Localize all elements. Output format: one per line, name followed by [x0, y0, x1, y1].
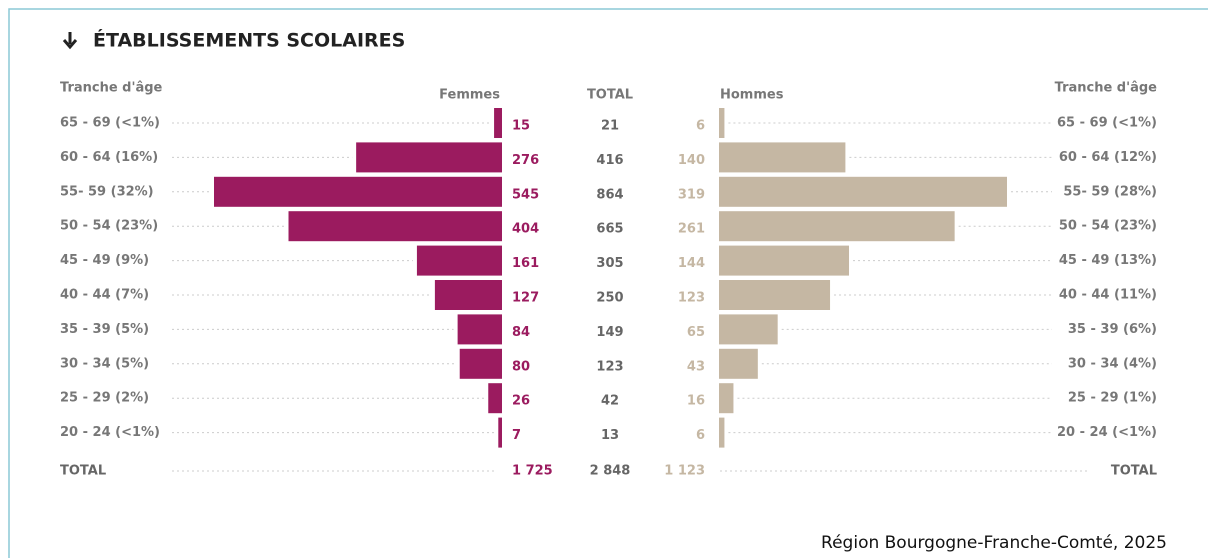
data-label: 250 [596, 291, 623, 306]
data-label: 149 [596, 325, 623, 340]
bar [488, 383, 502, 414]
bar [719, 348, 758, 379]
category-label: 50 - 54 (23%) [1059, 219, 1157, 234]
legend-entry: Femmes [439, 88, 500, 103]
data-label: 261 [678, 222, 705, 237]
category-label: 45 - 49 (13%) [1059, 253, 1157, 268]
source: Région Bourgogne-Franche-Comté, 2025 [821, 533, 1167, 553]
data-label: 545 [512, 187, 539, 202]
total-label: TOTAL [1111, 464, 1157, 479]
data-label: 6 [696, 119, 705, 134]
frame [8, 8, 1208, 558]
axis-label: Tranche d'âge [1055, 81, 1158, 96]
data-label: 416 [596, 153, 623, 168]
total-label: TOTAL [60, 464, 106, 479]
bar [719, 176, 1007, 207]
bar [434, 280, 502, 310]
arrow-icon [62, 32, 78, 50]
bar [416, 245, 502, 276]
data-label: 127 [512, 291, 539, 306]
data-label: 161 [512, 256, 539, 271]
category-label: 20 - 24 (<1%) [60, 425, 160, 440]
bar [356, 142, 502, 173]
bar [719, 211, 955, 242]
bar [719, 108, 725, 138]
bar [459, 348, 502, 379]
category-label: 30 - 34 (4%) [1068, 356, 1157, 371]
category-label: 40 - 44 (11%) [1059, 288, 1157, 303]
category-label: 20 - 24 (<1%) [1057, 425, 1157, 440]
category-label: 50 - 54 (23%) [60, 219, 158, 234]
bar [719, 383, 734, 414]
data-label: 6 [696, 428, 705, 443]
bar [494, 108, 502, 138]
category-label: 55- 59 (28%) [1063, 184, 1157, 199]
bar [719, 245, 850, 276]
data-label: 404 [512, 222, 539, 237]
axis-label: Tranche d'âge [60, 81, 163, 96]
data-label: 84 [512, 325, 530, 340]
data-label: 123 [678, 291, 705, 306]
bar [719, 417, 725, 448]
data-label: 144 [678, 256, 705, 271]
category-label: 35 - 39 (5%) [60, 322, 149, 337]
data-label: 140 [678, 153, 705, 168]
bar [719, 314, 778, 345]
total-value: 1 123 [664, 464, 705, 479]
category-label: 60 - 64 (16%) [60, 150, 158, 165]
data-label: 21 [601, 119, 619, 134]
data-label: 26 [512, 394, 530, 409]
legend-entry: Hommes [720, 88, 784, 103]
category-label: 65 - 69 (<1%) [1057, 116, 1157, 131]
data-label: 276 [512, 153, 539, 168]
data-label: 13 [601, 428, 619, 443]
data-label: 65 [687, 325, 705, 340]
bar [214, 176, 502, 207]
category-label: 25 - 29 (1%) [1068, 391, 1157, 406]
category-label: 45 - 49 (9%) [60, 253, 149, 268]
data-label: 16 [687, 394, 705, 409]
total-value: 2 848 [590, 464, 631, 479]
data-label: 80 [512, 359, 530, 374]
data-label: 15 [512, 119, 530, 134]
data-label: 305 [596, 256, 623, 271]
category-label: 40 - 44 (7%) [60, 288, 149, 303]
data-label: 319 [678, 187, 705, 202]
category-label: 35 - 39 (6%) [1068, 322, 1157, 337]
column-header: TOTAL [587, 88, 633, 103]
chart-title: ÉTABLISSEMENTS SCOLAIRES [93, 29, 405, 52]
data-label: 43 [687, 359, 705, 374]
total-value: 1 725 [512, 464, 553, 479]
bar [457, 314, 502, 345]
category-label: 55- 59 (32%) [60, 184, 154, 199]
bar [719, 142, 846, 173]
category-label: 65 - 69 (<1%) [60, 116, 160, 131]
data-label: 42 [601, 394, 619, 409]
data-label: 7 [512, 428, 521, 443]
category-label: 30 - 34 (5%) [60, 356, 149, 371]
bar [719, 280, 831, 310]
data-label: 864 [596, 187, 623, 202]
data-label: 665 [596, 222, 623, 237]
category-label: 25 - 29 (2%) [60, 391, 149, 406]
bar [498, 417, 502, 448]
category-label: 60 - 64 (12%) [1059, 150, 1157, 165]
bar [288, 211, 502, 242]
data-label: 123 [596, 359, 623, 374]
